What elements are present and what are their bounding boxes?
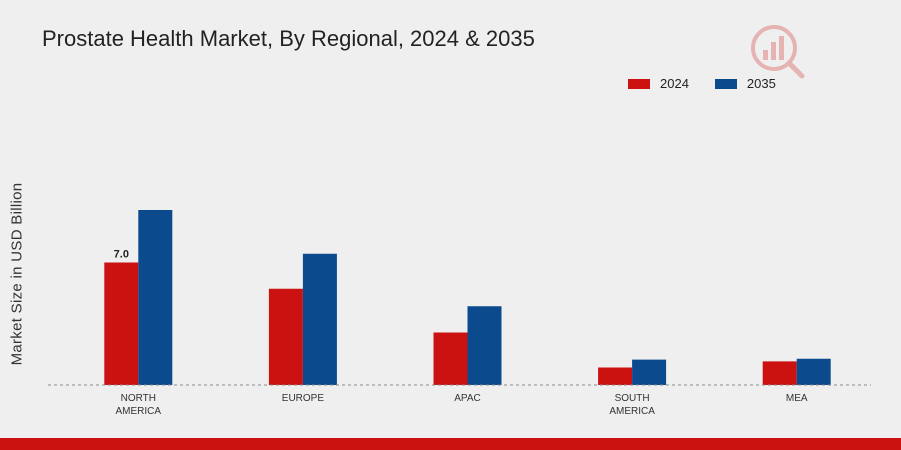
bar-2024-3 [598, 367, 633, 385]
chart-title: Prostate Health Market, By Regional, 202… [42, 26, 535, 51]
data-label: 7.0 [114, 249, 129, 261]
bottom-accent-bar [0, 438, 901, 450]
legend-item-2024: 2024 [628, 76, 689, 91]
legend: 2024 2035 [628, 76, 802, 91]
legend-swatch-2024 [628, 78, 650, 89]
bar-2035-2 [467, 306, 502, 385]
legend-item-2035: 2035 [714, 76, 776, 91]
bar-2024-4 [762, 361, 797, 385]
bar-2035-0 [138, 210, 173, 385]
legend-label-2035: 2035 [746, 76, 776, 91]
x-tick-label: SOUTH [615, 393, 650, 404]
bar-2024-0 [104, 262, 139, 385]
brand-logo-icon [751, 25, 805, 79]
x-tick-label: EUROPE [282, 393, 325, 404]
x-tick-label: AMERICA [116, 406, 162, 417]
bar-2035-4 [796, 358, 831, 385]
x-tick-label: APAC [454, 393, 481, 404]
bar-2035-1 [302, 253, 337, 385]
bar-2024-1 [268, 288, 303, 385]
x-tick-label: MEA [786, 393, 808, 404]
bar-2024-2 [433, 332, 468, 385]
x-tick-label: NORTH [121, 393, 156, 404]
legend-label-2024: 2024 [660, 76, 689, 91]
bar-2035-3 [632, 359, 667, 385]
x-tick-label: AMERICA [609, 406, 655, 417]
legend-swatch-2035 [714, 78, 737, 89]
